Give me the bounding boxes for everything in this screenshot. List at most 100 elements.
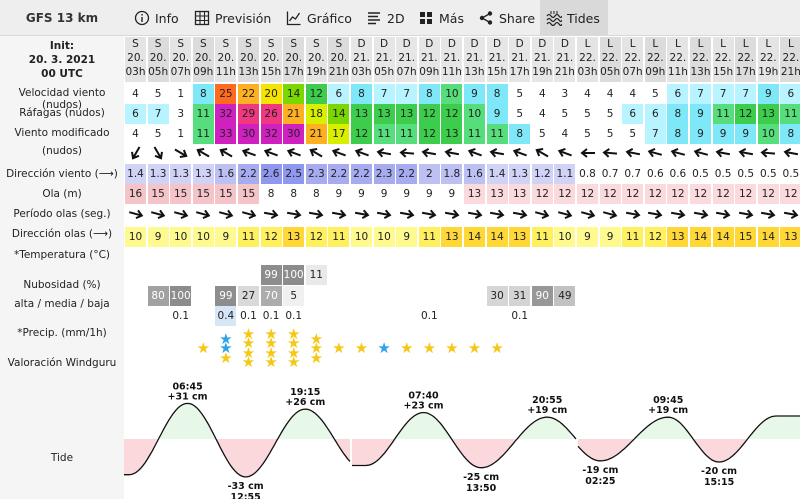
column-date: 21. — [398, 52, 416, 64]
wind-direction-value-cell: 2.2 — [396, 164, 418, 184]
column-hour: 15h — [261, 66, 282, 78]
gust-cell: 18 — [305, 104, 327, 124]
temperature-cell: 11 — [418, 227, 440, 247]
temperature-cell: 10 — [192, 227, 214, 247]
column-hour: 05h — [374, 66, 395, 78]
wind-direction-arrow — [487, 143, 508, 163]
column-date: 20. — [172, 52, 190, 64]
precipitation-cell: 0.1 — [262, 310, 280, 322]
temperature-cell: 10 — [373, 227, 395, 247]
column-header: S 20. 15h — [260, 37, 282, 82]
column-hour: 07h — [396, 66, 417, 78]
column-day: D — [538, 38, 547, 50]
column-header: D 21. 19h — [531, 37, 553, 82]
gust-cell: 12 — [418, 104, 440, 124]
tab-mas[interactable]: Más — [412, 0, 470, 36]
column-day: D — [515, 38, 524, 50]
cloud-cell: 99 — [260, 265, 282, 285]
gust-cell: 4 — [531, 104, 553, 124]
tide-low-area — [124, 439, 350, 477]
tab-prevision[interactable]: Previsión — [188, 0, 277, 36]
wave-cell: 12 — [554, 184, 576, 204]
wind-direction-arrow — [645, 143, 666, 163]
column-header: S 20. 17h — [283, 37, 305, 82]
gust-cell: 11 — [780, 104, 800, 124]
wind-direction-arrow — [464, 143, 485, 163]
tab-mas-label: Más — [439, 10, 464, 26]
init-label: Init: — [49, 40, 75, 52]
wind-direction-value-cell: 2.2 — [328, 164, 350, 184]
column-hour: 19h — [758, 66, 779, 78]
wave-period-arrow — [306, 204, 327, 224]
column-day: S — [312, 38, 320, 50]
wave-cell: 12 — [690, 184, 711, 204]
column-day: D — [402, 38, 411, 50]
wave-period-arrow — [780, 204, 800, 224]
wind-direction-arrow — [780, 143, 800, 163]
column-hour: 11h — [441, 66, 462, 78]
wave-cell: 12 — [667, 184, 689, 204]
tide-height-label: -19 cm — [582, 465, 618, 476]
column-header: D 21. 03h — [351, 37, 372, 82]
row-labels-panel: Init: 20. 3. 2021 00 UTC Velocidad vient… — [0, 36, 124, 499]
wind-direction-value-cell: 2.3 — [305, 164, 327, 184]
tab-grafico[interactable]: Gráfico — [280, 0, 358, 36]
wind-speed-cell: 6 — [328, 84, 350, 104]
temperature-cell: 14 — [690, 227, 711, 247]
tab-share[interactable]: Share — [472, 0, 541, 36]
label-precipitation: *Precip. (mm/1h) — [17, 327, 107, 339]
modified-wind-cell: 9 — [690, 124, 711, 144]
wind-direction-value-cell: 1.6 — [464, 164, 485, 184]
column-header: S 20. 21h — [328, 37, 350, 82]
tab-2d[interactable]: 2D — [360, 0, 411, 36]
cloud-cell: 90 — [531, 286, 553, 306]
wind-direction-value-cell: 0.6 — [667, 164, 689, 184]
column-date: 21. — [353, 52, 370, 64]
wind-direction-value-cell: 0.5 — [757, 164, 779, 184]
wind-direction-value-cell: 2.2 — [238, 164, 259, 184]
column-header: D 21. 15h — [486, 37, 508, 82]
temperature-cell: 9 — [599, 227, 621, 247]
column-date: 20. — [194, 52, 212, 64]
rating-star-icon: ★ — [241, 324, 256, 343]
wave-period-arrow — [667, 204, 688, 224]
wind-direction-value-cell: 2 — [418, 164, 440, 184]
column-hour: 13h — [464, 66, 485, 78]
column-day: S — [199, 38, 207, 50]
wave-cell: 9 — [373, 184, 395, 204]
column-day: L — [584, 38, 591, 50]
wave-period-arrow — [600, 204, 621, 224]
column-date: 21. — [556, 52, 574, 64]
gust-cell: 9 — [690, 104, 711, 124]
rating-star-icon: ★ — [286, 353, 301, 372]
column-header: D 21. 07h — [396, 37, 418, 82]
tab-tides-label: Tides — [567, 10, 600, 26]
label-tide: Tide — [50, 452, 74, 464]
column-hour: 19h — [532, 66, 553, 78]
column-day: S — [222, 38, 230, 50]
column-date: 22. — [714, 52, 732, 64]
wind-speed-cell: 5 — [147, 84, 169, 104]
tab-tides[interactable]: Tides — [540, 0, 608, 36]
precipitation-cell: 0.1 — [240, 310, 257, 322]
temperature-cell: 13 — [667, 227, 689, 247]
wave-period-arrow — [441, 204, 462, 224]
gust-cell: 3 — [170, 104, 192, 124]
wave-period-arrow — [758, 204, 779, 224]
label-modified-wind-units: (nudos) — [41, 145, 83, 157]
label-wind-speed: Velocidad viento (nudos) — [18, 87, 106, 111]
rating-star-icon: ★ — [264, 353, 278, 372]
wind-speed-cell: 4 — [599, 84, 621, 104]
label-wind-direction: Dirección viento (⟶) — [6, 168, 118, 180]
wave-period-arrow — [554, 204, 575, 224]
column-header: L 22. 11h — [667, 37, 689, 82]
rating-star-icon: ★ — [490, 339, 504, 357]
tab-info[interactable]: Info — [128, 0, 185, 36]
wave-period-arrow — [374, 204, 395, 224]
rating-star-icon: ★ — [377, 339, 391, 357]
share-icon — [479, 11, 493, 25]
modified-wind-cell: 11 — [486, 124, 508, 144]
modified-wind-cell: 8 — [667, 124, 689, 144]
column-date: 20. — [240, 52, 257, 64]
column-header: S 20. 05h — [147, 37, 169, 82]
